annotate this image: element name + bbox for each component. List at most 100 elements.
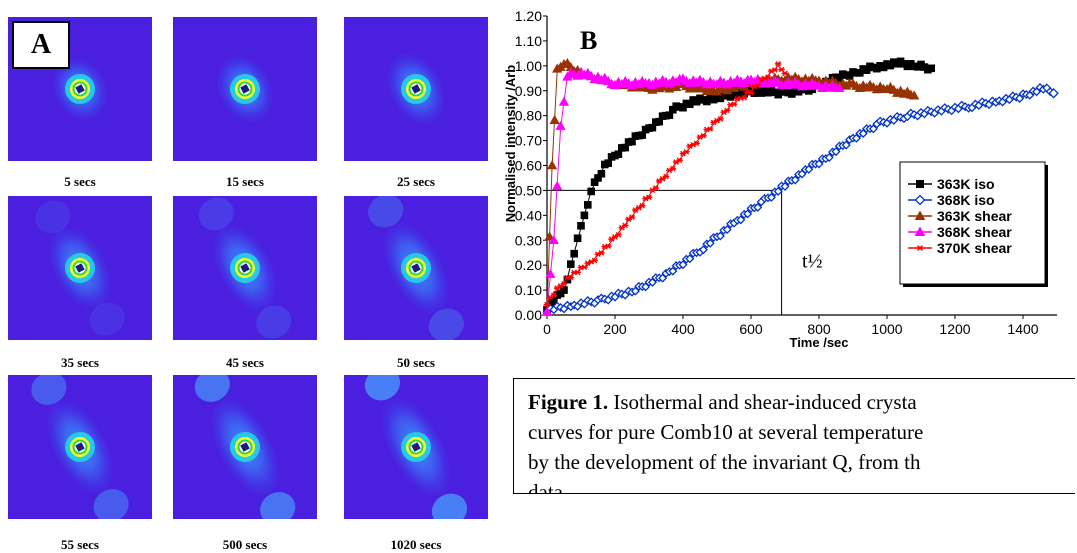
y-tick-label: 1.00 bbox=[515, 58, 542, 74]
scattering-pattern-4 bbox=[8, 196, 152, 340]
data-point bbox=[814, 159, 824, 169]
data-point bbox=[914, 210, 926, 220]
x-tick-label: 1400 bbox=[1007, 321, 1038, 337]
data-point bbox=[706, 126, 714, 132]
data-point bbox=[831, 147, 841, 157]
data-point bbox=[824, 153, 834, 163]
series-370k-shear bbox=[543, 61, 789, 308]
figure-caption-line-2: curves for pure Comb10 at several temper… bbox=[528, 420, 924, 444]
y-tick-label: 0.90 bbox=[515, 83, 542, 99]
y-tick-label: 0.00 bbox=[515, 307, 542, 323]
data-point bbox=[597, 169, 606, 178]
frame-caption-5: 45 secs bbox=[226, 355, 264, 370]
data-point bbox=[781, 70, 789, 77]
data-point bbox=[570, 249, 579, 258]
data-point bbox=[669, 165, 677, 172]
data-point bbox=[652, 185, 660, 191]
data-point bbox=[774, 61, 782, 67]
legend-item: 370K shear bbox=[908, 240, 1012, 256]
data-point bbox=[722, 225, 732, 235]
data-point bbox=[560, 280, 568, 287]
scattering-pattern-7 bbox=[8, 375, 152, 519]
panel-a-label: A bbox=[12, 21, 70, 69]
figure-caption: Figure 1. Isothermal and shear-induced c… bbox=[513, 378, 1075, 494]
frame-caption-9: 1020 secs bbox=[390, 537, 442, 552]
figure-caption-line-3: by the development of the invariant Q, f… bbox=[528, 450, 921, 474]
y-tick-label: 0.50 bbox=[515, 182, 542, 198]
data-point bbox=[563, 275, 572, 284]
data-point bbox=[743, 209, 753, 219]
scattering-pattern-9 bbox=[344, 375, 488, 519]
image-panel-a: 5 secs 15 secs 25 secs 35 secs 45 secs 50 sec… bbox=[0, 0, 490, 553]
data-point bbox=[567, 260, 575, 268]
panel-b-label: B bbox=[580, 26, 598, 55]
data-point bbox=[647, 277, 657, 287]
chart-panel-b: 0.00 0.10 0.20 0.30 0.40 0.50 0.60 0.70 0.80 0.90… bbox=[490, 0, 1077, 355]
data-point bbox=[698, 245, 708, 255]
x-tick-label: 0 bbox=[543, 321, 551, 337]
data-point bbox=[693, 140, 700, 147]
y-tick-label: 0.40 bbox=[515, 207, 542, 223]
data-point bbox=[668, 266, 678, 276]
legend-label: 363K shear bbox=[937, 208, 1012, 224]
frame-caption-8: 500 secs bbox=[222, 537, 268, 552]
data-point bbox=[558, 96, 570, 106]
data-point bbox=[700, 132, 707, 139]
data-point bbox=[545, 268, 556, 278]
half-time-annotation: t½ bbox=[802, 251, 823, 273]
data-point bbox=[573, 234, 582, 243]
data-point bbox=[705, 238, 715, 248]
data-point bbox=[754, 82, 762, 89]
data-point bbox=[662, 173, 670, 180]
legend-item: 363K shear bbox=[908, 208, 1012, 224]
data-point bbox=[581, 264, 588, 271]
data-point bbox=[676, 157, 683, 164]
data-point bbox=[574, 269, 581, 276]
data-point bbox=[641, 282, 651, 292]
data-point bbox=[550, 292, 558, 299]
y-tick-label: 0.30 bbox=[515, 232, 542, 248]
scattering-pattern-1 bbox=[8, 17, 152, 161]
data-point bbox=[584, 201, 592, 209]
data-point bbox=[580, 211, 589, 220]
data-point bbox=[658, 273, 668, 283]
scattering-pattern-8 bbox=[173, 375, 317, 519]
data-point bbox=[764, 74, 772, 80]
data-point bbox=[730, 101, 738, 108]
y-tick-label: 0.80 bbox=[515, 108, 542, 124]
data-point bbox=[1048, 88, 1059, 99]
scattering-pattern-5 bbox=[173, 196, 317, 340]
data-point bbox=[916, 245, 924, 251]
data-point bbox=[678, 260, 688, 270]
data-point bbox=[851, 133, 861, 143]
x-tick-label: 200 bbox=[603, 321, 627, 337]
data-point bbox=[615, 231, 622, 238]
data-point bbox=[858, 128, 868, 139]
legend-item: 368K iso bbox=[908, 192, 995, 208]
y-tick-label: 0.60 bbox=[515, 158, 542, 174]
legend-label: 363K iso bbox=[937, 176, 995, 192]
data-point bbox=[614, 150, 623, 159]
data-point bbox=[638, 202, 646, 209]
data-point bbox=[771, 67, 779, 73]
data-point bbox=[587, 187, 596, 196]
legend-label: 368K iso bbox=[937, 192, 995, 208]
legend-label: 370K shear bbox=[937, 240, 1012, 256]
data-point bbox=[552, 180, 563, 190]
x-tick-label: 400 bbox=[671, 321, 695, 337]
y-axis-label: Normalised intensity /Arb bbox=[503, 65, 518, 223]
data-point bbox=[723, 107, 731, 114]
data-point bbox=[683, 148, 690, 155]
data-point bbox=[753, 202, 763, 212]
data-point bbox=[736, 215, 746, 225]
data-point bbox=[914, 226, 926, 236]
data-point bbox=[604, 243, 612, 250]
data-point bbox=[630, 286, 640, 296]
data-point bbox=[549, 114, 560, 124]
figure-caption-line-4: data. bbox=[528, 480, 569, 494]
data-point bbox=[543, 301, 551, 308]
frame-caption-7: 55 secs bbox=[61, 537, 99, 552]
data-point bbox=[717, 116, 724, 122]
y-tick-label: 0.70 bbox=[515, 133, 542, 149]
